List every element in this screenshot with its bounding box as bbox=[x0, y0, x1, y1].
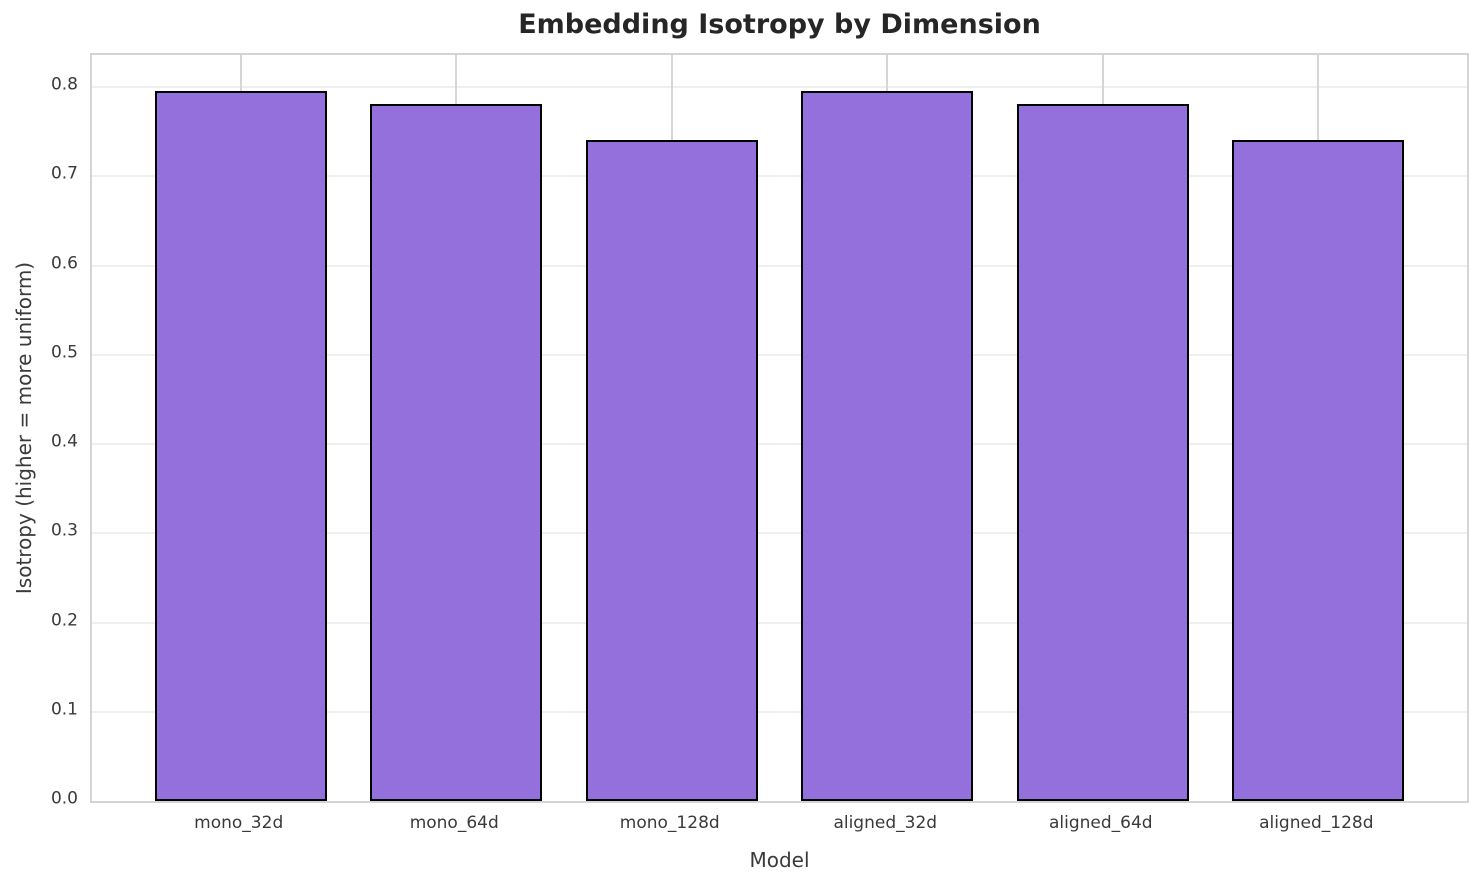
y-tick-label: 0.7 bbox=[50, 163, 78, 184]
y-tick-label: 0.0 bbox=[50, 788, 78, 809]
y-tick-label: 0.3 bbox=[50, 520, 78, 541]
x-tick-label: mono_64d bbox=[409, 813, 499, 833]
bar-mono_128d bbox=[585, 139, 758, 801]
h-gridline bbox=[92, 86, 1467, 89]
x-tick-label: mono_32d bbox=[194, 813, 284, 833]
h-gridline bbox=[92, 621, 1467, 624]
chart-title: Embedding Isotropy by Dimension bbox=[518, 9, 1041, 40]
h-gridline bbox=[92, 353, 1467, 356]
y-tick-label: 0.5 bbox=[50, 342, 78, 363]
bar-aligned_64d bbox=[1016, 104, 1189, 801]
x-tick-label: aligned_32d bbox=[833, 813, 938, 833]
y-tick-label: 0.1 bbox=[50, 699, 78, 720]
h-gridline bbox=[92, 175, 1467, 178]
y-axis-label: Isotropy (higher = more uniform) bbox=[12, 261, 36, 595]
h-gridline bbox=[92, 443, 1467, 446]
bar-aligned_128d bbox=[1232, 139, 1405, 801]
h-gridline bbox=[92, 710, 1467, 713]
y-tick-label: 0.8 bbox=[50, 74, 78, 95]
y-tick-label: 0.6 bbox=[50, 253, 78, 274]
y-tick-label: 0.2 bbox=[50, 610, 78, 631]
x-tick-label: mono_128d bbox=[619, 813, 720, 833]
h-gridline bbox=[92, 264, 1467, 267]
bar-mono_64d bbox=[370, 104, 543, 801]
x-axis-label: Model bbox=[749, 848, 810, 872]
plot-area bbox=[90, 53, 1469, 803]
bar-mono_32d bbox=[154, 90, 327, 801]
bar-aligned_32d bbox=[801, 90, 974, 801]
x-tick-label: aligned_64d bbox=[1048, 813, 1153, 833]
h-gridline bbox=[92, 532, 1467, 535]
y-tick-label: 0.4 bbox=[50, 431, 78, 452]
x-tick-label: aligned_128d bbox=[1259, 813, 1374, 833]
